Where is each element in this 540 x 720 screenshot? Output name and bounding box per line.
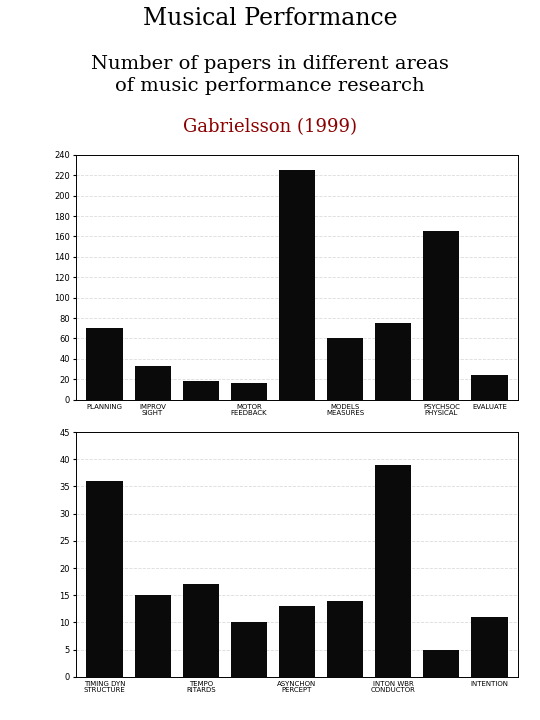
Bar: [327, 600, 363, 677]
Text: Musical Performance: Musical Performance: [143, 7, 397, 30]
Bar: [231, 622, 267, 677]
Bar: [423, 649, 460, 677]
Bar: [86, 481, 123, 677]
Bar: [183, 382, 219, 400]
Bar: [86, 328, 123, 400]
Bar: [279, 606, 315, 677]
Text: Number of papers in different areas
of music performance research: Number of papers in different areas of m…: [91, 55, 449, 95]
Bar: [471, 375, 508, 400]
Bar: [231, 383, 267, 400]
Bar: [375, 323, 411, 400]
Bar: [471, 617, 508, 677]
Bar: [375, 464, 411, 677]
Bar: [134, 595, 171, 677]
Bar: [134, 366, 171, 400]
Bar: [423, 231, 460, 400]
Text: Gabrielsson (1999): Gabrielsson (1999): [183, 118, 357, 136]
Bar: [279, 170, 315, 400]
Bar: [327, 338, 363, 400]
Bar: [183, 585, 219, 677]
